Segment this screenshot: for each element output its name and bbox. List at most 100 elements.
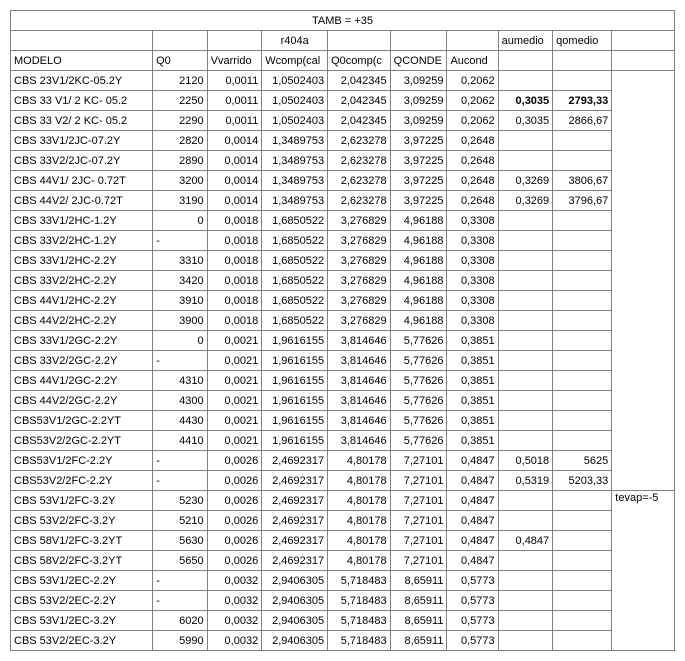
table-row: CBS 33 V1/ 2 KC- 05.222500,00111,0502403… [11, 91, 675, 111]
cell-aucond: 0,2062 [447, 111, 498, 131]
table-row: CBS 33V1/2HC-2.2Y33100,00181,68505223,27… [11, 251, 675, 271]
cell-qomedio [553, 431, 612, 451]
cell-vvarrido: 0,0021 [207, 351, 262, 371]
cell-aucond: 0,4847 [447, 531, 498, 551]
title-cell: TAMB = +35 [11, 11, 675, 31]
cell-qomedio [553, 351, 612, 371]
cell-q0comp: 4,80178 [328, 451, 391, 471]
table-row: CBS 33V1/2GC-2.2Y00,00211,96161553,81464… [11, 331, 675, 351]
cell-q0: 5650 [153, 551, 208, 571]
cell-aucond: 0,3851 [447, 431, 498, 451]
cell-vvarrido: 0,0032 [207, 611, 262, 631]
cell-vvarrido: 0,0018 [207, 311, 262, 331]
cell-model: CBS 33V1/2GC-2.2Y [11, 331, 153, 351]
cell-q0: 5210 [153, 511, 208, 531]
cell-qconde: 3,97225 [390, 131, 447, 151]
blank [390, 31, 447, 51]
data-table: TAMB = +35 r404a aumedio qomedio MODELO … [10, 10, 675, 651]
col-vvarrido: Vvarrido [207, 51, 262, 71]
cell-qconde: 8,65911 [390, 571, 447, 591]
cell-q0: 2120 [153, 71, 208, 91]
cell-q0comp: 2,042345 [328, 91, 391, 111]
cell-wcomp: 1,9616155 [262, 351, 328, 371]
blank [447, 31, 498, 51]
blank [612, 51, 675, 71]
cell-aucond: 0,4847 [447, 451, 498, 471]
side-note-blank [612, 71, 675, 491]
cell-aumedio [498, 211, 553, 231]
table-row: CBS 44V1/2GC-2.2Y43100,00211,96161553,81… [11, 371, 675, 391]
cell-q0comp: 3,276829 [328, 291, 391, 311]
cell-qconde: 5,77626 [390, 331, 447, 351]
table-row: CBS 44V2/2HC-2.2Y39000,00181,68505223,27… [11, 311, 675, 331]
cell-q0: 6020 [153, 611, 208, 631]
cell-model: CBS 33V2/2JC-07.2Y [11, 151, 153, 171]
cell-aumedio [498, 351, 553, 371]
col-wcomp: Wcomp(cal [262, 51, 328, 71]
cell-qconde: 3,09259 [390, 91, 447, 111]
blank [207, 31, 262, 51]
cell-model: CBS53V2/2FC-2.2Y [11, 471, 153, 491]
cell-qomedio [553, 291, 612, 311]
cell-model: CBS 33V1/2HC-1.2Y [11, 211, 153, 231]
cell-q0: - [153, 351, 208, 371]
table-row: CBS53V1/2FC-2.2Y-0,00262,46923174,801787… [11, 451, 675, 471]
cell-q0comp: 3,814646 [328, 391, 391, 411]
cell-q0: 2290 [153, 111, 208, 131]
cell-qomedio [553, 611, 612, 631]
cell-wcomp: 2,9406305 [262, 571, 328, 591]
cell-qomedio [553, 131, 612, 151]
cell-model: CBS 33V2/2HC-1.2Y [11, 231, 153, 251]
cell-qconde: 5,77626 [390, 431, 447, 451]
cell-model: CBS 44V2/2HC-2.2Y [11, 311, 153, 331]
cell-aucond: 0,4847 [447, 491, 498, 511]
cell-model: CBS 44V2/2GC-2.2Y [11, 391, 153, 411]
col-qomedio: qomedio [553, 31, 612, 51]
cell-aumedio [498, 391, 553, 411]
cell-q0comp: 4,80178 [328, 471, 391, 491]
cell-q0comp: 2,623278 [328, 131, 391, 151]
cell-qconde: 5,77626 [390, 371, 447, 391]
cell-aucond: 0,2648 [447, 191, 498, 211]
cell-q0: - [153, 231, 208, 251]
cell-aucond: 0,3308 [447, 271, 498, 291]
cell-aumedio [498, 251, 553, 271]
cell-aucond: 0,4847 [447, 511, 498, 531]
cell-wcomp: 1,6850522 [262, 311, 328, 331]
cell-q0comp: 2,623278 [328, 151, 391, 171]
cell-aucond: 0,3851 [447, 351, 498, 371]
blank [498, 51, 553, 71]
cell-model: CBS 44V2/ 2JC-0.72T [11, 191, 153, 211]
cell-aumedio [498, 551, 553, 571]
cell-qconde: 8,65911 [390, 611, 447, 631]
cell-aumedio [498, 631, 553, 651]
cell-vvarrido: 0,0018 [207, 211, 262, 231]
cell-q0comp: 2,042345 [328, 111, 391, 131]
cell-model: CBS 53V1/2FC-3.2Y [11, 491, 153, 511]
cell-model: CBS 53V1/2EC-2.2Y [11, 571, 153, 591]
cell-q0: 2250 [153, 91, 208, 111]
sub-header: r404a [262, 31, 328, 51]
cell-model: CBS 53V2/2FC-3.2Y [11, 511, 153, 531]
cell-q0comp: 4,80178 [328, 511, 391, 531]
cell-q0: 4410 [153, 431, 208, 451]
cell-aucond: 0,5773 [447, 571, 498, 591]
cell-wcomp: 2,9406305 [262, 611, 328, 631]
cell-aucond: 0,4847 [447, 471, 498, 491]
cell-qconde: 7,27101 [390, 511, 447, 531]
cell-q0comp: 3,276829 [328, 211, 391, 231]
cell-aucond: 0,3308 [447, 251, 498, 271]
cell-q0comp: 3,814646 [328, 431, 391, 451]
cell-vvarrido: 0,0014 [207, 171, 262, 191]
cell-aumedio [498, 331, 553, 351]
cell-qomedio: 3806,67 [553, 171, 612, 191]
table-row: CBS 33V2/2GC-2.2Y-0,00211,96161553,81464… [11, 351, 675, 371]
cell-qomedio [553, 271, 612, 291]
cell-aucond: 0,3308 [447, 231, 498, 251]
cell-vvarrido: 0,0032 [207, 631, 262, 651]
cell-model: CBS 53V2/2EC-2.2Y [11, 591, 153, 611]
cell-q0: 5230 [153, 491, 208, 511]
blank [11, 31, 153, 51]
cell-q0: 3420 [153, 271, 208, 291]
cell-aumedio [498, 231, 553, 251]
